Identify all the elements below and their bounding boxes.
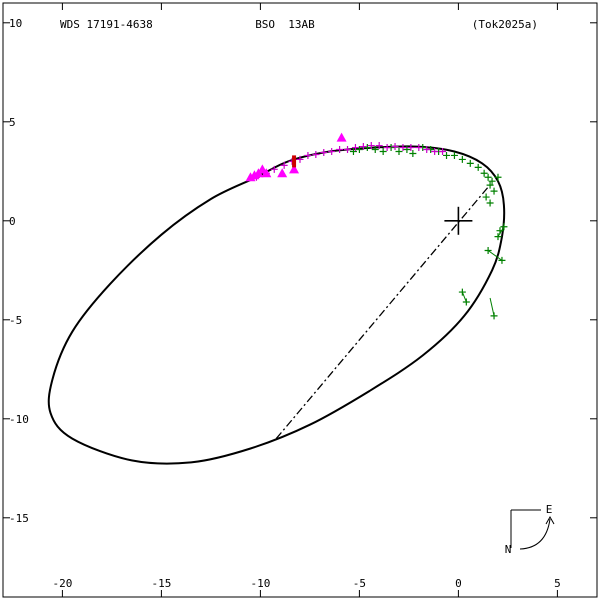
triangle-point [261, 168, 272, 178]
triangle-point [336, 132, 347, 142]
plus-point [375, 142, 383, 150]
residual-line [497, 226, 505, 237]
x-axis-ticks: -20 -15 -10 -5 0 5 [52, 3, 561, 597]
plus-point [351, 144, 359, 152]
plus-point [486, 199, 494, 207]
plus-point [450, 151, 458, 159]
y-tick-label: -5 [9, 314, 22, 327]
triangle-point [277, 168, 288, 178]
plus-point [320, 148, 328, 156]
plus-point [344, 146, 352, 154]
plus-point [355, 146, 363, 154]
y-tick-label: 0 [9, 215, 16, 228]
plus-point [336, 146, 344, 154]
compass-rotation-arrow [519, 518, 551, 550]
compass-east-label: E [546, 503, 553, 516]
compass-arrow-head [545, 515, 555, 525]
plus-point [383, 144, 391, 152]
plus-point [359, 143, 367, 151]
plus-point [484, 173, 492, 181]
residual-line [489, 297, 495, 316]
plus-point [409, 149, 417, 157]
plus-point [443, 151, 451, 159]
line-of-nodes [275, 186, 489, 440]
bar-point [292, 155, 297, 168]
y-tick-label: -15 [9, 512, 29, 525]
plus-point [423, 146, 431, 154]
plus-point [494, 173, 502, 181]
x-tick-label: -20 [52, 577, 72, 590]
plus-point [484, 247, 492, 254]
triangle-point [289, 164, 300, 174]
plus-point [458, 288, 466, 296]
chart-header-right: (Tok2025a) [472, 18, 538, 31]
plus-point [270, 165, 278, 173]
plus-point [486, 181, 494, 189]
plus-point [458, 155, 466, 163]
plus-point [312, 150, 320, 158]
plus-point [498, 256, 506, 264]
plus-point [304, 151, 312, 159]
x-tick-label: 0 [455, 577, 462, 590]
plus-point [328, 148, 336, 155]
x-tick-label: -10 [250, 577, 270, 590]
residual-line [461, 291, 467, 303]
plus-point [367, 142, 375, 150]
plus-point [500, 223, 508, 231]
plus-point [490, 312, 498, 320]
plus-point [399, 144, 407, 152]
plus-point [395, 148, 403, 155]
plus-point [474, 163, 482, 171]
orbit-ellipse [47, 145, 506, 465]
plus-point [403, 146, 411, 154]
plus-point [439, 148, 447, 155]
y-tick-label: -10 [9, 413, 29, 426]
x-tick-label: 5 [554, 577, 561, 590]
plus-point [371, 146, 379, 154]
chart-header-center: BSO 13AB [255, 18, 315, 31]
measurement-residual-lines [461, 226, 505, 316]
y-axis-ticks: 10 5 0 -5 -10 -15 [3, 17, 597, 525]
compass: E N [505, 503, 555, 556]
plus-point [466, 159, 474, 167]
plus-point [494, 233, 502, 241]
y-tick-label: 5 [9, 116, 16, 129]
plus-point [462, 298, 470, 306]
plus-point [431, 148, 439, 155]
plus-point [280, 161, 288, 169]
residual-line [487, 250, 503, 261]
plus-point [391, 143, 399, 151]
plus-point [496, 227, 504, 235]
plus-point [407, 144, 415, 152]
plus-point [480, 169, 488, 177]
x-tick-label: -15 [151, 577, 171, 590]
plus-point [379, 148, 387, 155]
plus-point [363, 144, 371, 152]
plus-point [488, 177, 496, 185]
chart-header-left: WDS 17191-4638 [60, 18, 153, 31]
y-tick-label: 10 [9, 17, 22, 30]
x-tick-label: -5 [353, 577, 366, 590]
plus-point [482, 193, 490, 201]
plus-point [296, 155, 304, 163]
compass-north-label: N [505, 543, 512, 556]
plus-point [415, 144, 423, 152]
measurement-points [245, 132, 508, 320]
plus-point [490, 187, 498, 195]
plus-point [349, 148, 357, 155]
primary-star-marker [444, 206, 473, 235]
